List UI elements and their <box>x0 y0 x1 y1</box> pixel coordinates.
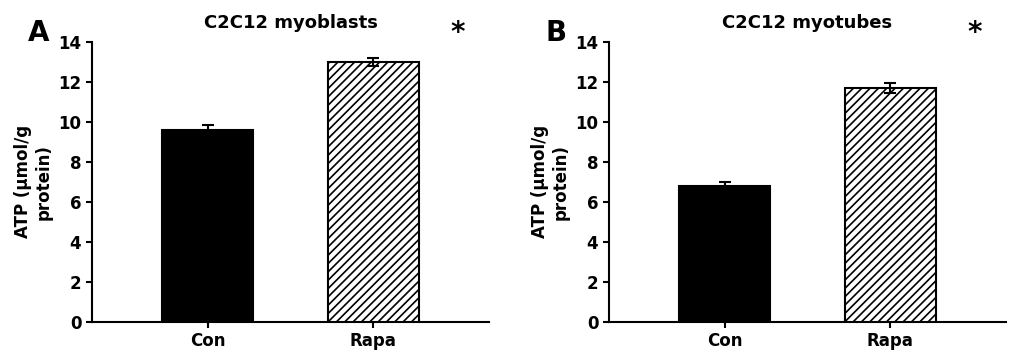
Title: C2C12 myoblasts: C2C12 myoblasts <box>204 14 377 32</box>
Text: *: * <box>966 19 980 47</box>
Title: C2C12 myotubes: C2C12 myotubes <box>721 14 892 32</box>
Y-axis label: ATP (μmol/g
protein): ATP (μmol/g protein) <box>14 125 53 238</box>
Bar <box>844 88 934 322</box>
Text: B: B <box>544 19 566 47</box>
Bar <box>327 62 419 322</box>
Text: *: * <box>449 19 465 47</box>
Text: A: A <box>29 19 50 47</box>
Bar <box>679 186 769 322</box>
Y-axis label: ATP (μmol/g
protein): ATP (μmol/g protein) <box>530 125 569 238</box>
Bar <box>162 130 253 322</box>
